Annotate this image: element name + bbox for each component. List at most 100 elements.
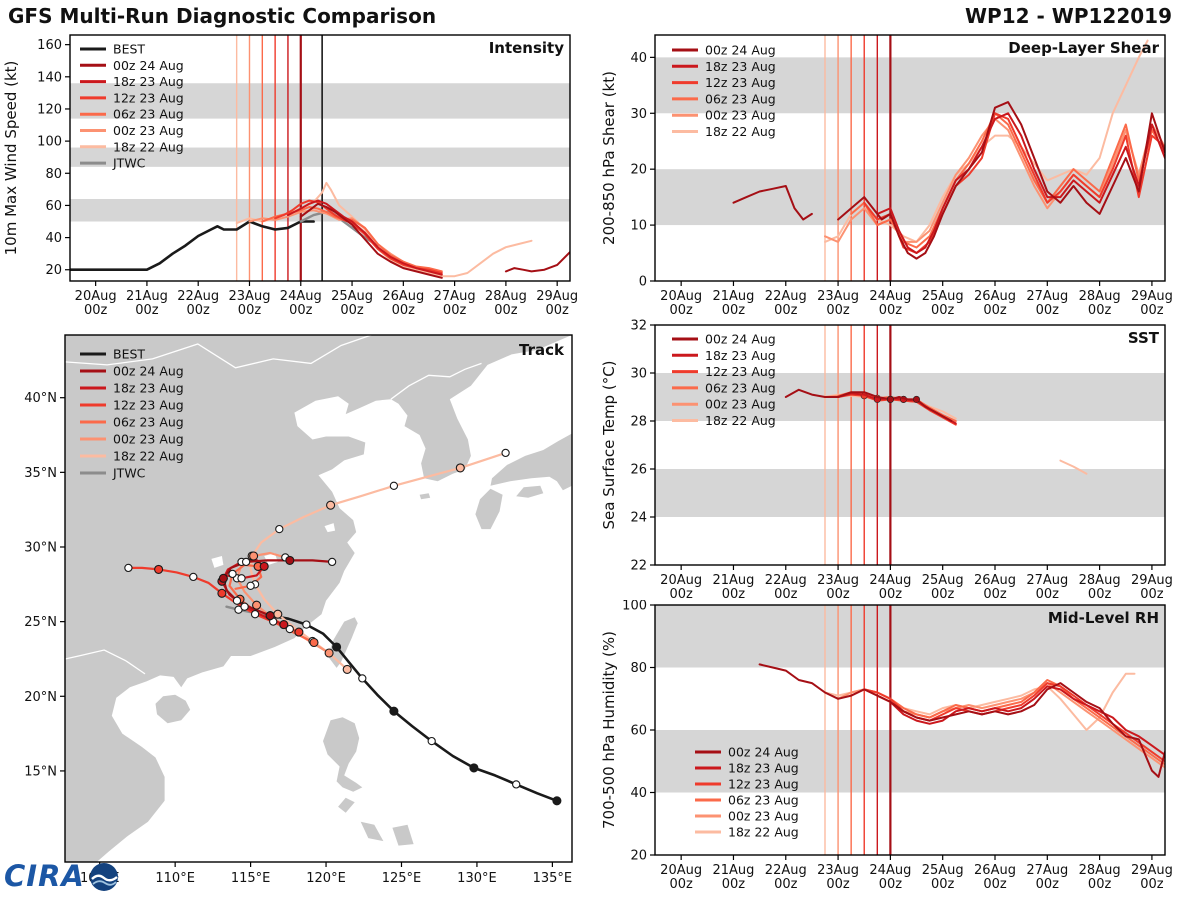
series-line (784, 388, 953, 422)
lat-tick-label: 20°N (24, 690, 57, 705)
page-title: GFS Multi-Run Diagnostic Comparison (8, 4, 437, 28)
x-tick-hour: 00z (1140, 303, 1164, 318)
lat-tick-label: 15°N (24, 764, 57, 779)
track-marker-open (240, 602, 249, 611)
track-marker-open (124, 563, 133, 573)
legend-label: 12z 23 Aug (728, 777, 799, 792)
panel-title: Intensity (489, 39, 565, 57)
series-line (850, 112, 1165, 249)
legend-label: 18z 22 Aug (728, 825, 799, 840)
landmass (475, 488, 503, 530)
landmass (392, 824, 414, 846)
y-tick-label: 20 (45, 263, 62, 278)
legend-label: 00z 23 Aug (728, 809, 799, 824)
track-marker-open (358, 674, 367, 683)
y-axis-label: 10m Max Wind Speed (kt) (2, 61, 20, 256)
landmass (323, 717, 363, 792)
x-tick-hour: 00z (826, 587, 850, 600)
lon-tick-label: 135°E (533, 871, 573, 886)
x-tick-date: 27Aug (1026, 863, 1068, 878)
track-marker-open (237, 574, 246, 583)
y-tick-label: 40 (45, 231, 62, 246)
panel-title: Track (519, 341, 565, 359)
x-tick-date: 20Aug (660, 289, 702, 304)
shear-panel: 01020304020Aug00z21Aug00z22Aug00z23Aug00… (600, 34, 1173, 318)
track-marker-filled (259, 561, 269, 571)
legend-label: 06z 23 Aug (113, 107, 184, 122)
track-marker-filled (326, 500, 336, 510)
panel-title: SST (1128, 329, 1160, 347)
x-tick-hour: 00z (983, 877, 1007, 892)
x-tick-date: 29Aug (1131, 289, 1173, 304)
x-tick-hour: 00z (135, 303, 159, 318)
track-marker-open (302, 620, 311, 629)
legend-label: 00z 23 Aug (705, 397, 776, 412)
x-tick-hour: 00z (1036, 877, 1060, 892)
y-tick-label: 22 (630, 559, 647, 574)
legend-label: 18z 22 Aug (113, 139, 184, 154)
shaded-band (70, 83, 570, 119)
lat-tick-label: 30°N (24, 540, 57, 555)
cira-logo-text: CIRA (4, 859, 85, 893)
series-line (70, 220, 315, 272)
legend-label: 00z 24 Aug (705, 43, 776, 58)
track-marker-open (285, 624, 294, 634)
x-tick-hour: 00z (931, 877, 955, 892)
x-tick-hour: 00z (669, 303, 693, 318)
x-tick-hour: 00z (722, 587, 746, 600)
x-tick-date: 26Aug (974, 863, 1016, 878)
lon-tick-label: 130°E (457, 871, 497, 886)
track-marker-filled (218, 573, 228, 583)
track-marker-open (232, 596, 242, 605)
axes-frame (64, 334, 573, 863)
y-tick-label: 30 (630, 367, 647, 382)
intensity-panel: 2040608010012014016020Aug00z21Aug00z22Au… (2, 34, 578, 318)
legend-label: 18z 22 Aug (705, 124, 776, 139)
x-tick-hour: 00z (669, 877, 693, 892)
y-tick-label: 10 (630, 219, 647, 234)
legend-label: 18z 23 Aug (728, 761, 799, 776)
panel-title: Deep-Layer Shear (1008, 39, 1159, 57)
x-tick-hour: 00z (1036, 587, 1060, 600)
shaded-band (655, 57, 1165, 114)
legend-label: 00z 23 Aug (113, 432, 184, 447)
x-tick-date: 23Aug (229, 289, 271, 304)
y-tick-label: 20 (630, 849, 647, 864)
lon-tick-label: 110°E (155, 871, 195, 886)
x-tick-date: 24Aug (869, 863, 911, 878)
series-line (286, 199, 443, 276)
track-marker-open (189, 572, 198, 582)
track-marker-open (228, 569, 237, 579)
legend-label: 00z 24 Aug (113, 364, 184, 379)
x-tick-hour: 00z (722, 303, 746, 318)
x-tick-hour: 00z (774, 587, 798, 600)
x-tick-hour: 00z (1140, 587, 1164, 600)
y-tick-label: 32 (630, 319, 647, 334)
track-marker-filled (285, 555, 295, 565)
data-dot (912, 395, 920, 403)
track-marker-filled (273, 609, 283, 619)
y-tick-label: 40 (630, 51, 647, 66)
track-marker-open (501, 448, 510, 458)
legend-label: 18z 23 Aug (113, 381, 184, 396)
x-tick-hour: 00z (1088, 303, 1112, 318)
x-tick-date: 23Aug (817, 289, 859, 304)
y-tick-label: 28 (630, 415, 647, 430)
x-tick-hour: 00z (84, 303, 108, 318)
track-marker-filled (455, 463, 465, 473)
legend-label: 18z 22 Aug (113, 449, 184, 464)
axes-frame (69, 34, 571, 282)
emblem-wave-1 (91, 874, 118, 882)
legend-label: BEST (113, 42, 145, 57)
x-tick-date: 25Aug (331, 289, 373, 304)
sst-panel: 22242628303220Aug00z21Aug00z22Aug00z23Au… (600, 319, 1173, 601)
x-tick-date: 28Aug (1079, 289, 1121, 304)
track-marker-filled (324, 648, 334, 658)
series-line (837, 393, 957, 426)
series-line (732, 185, 813, 221)
x-tick-hour: 00z (826, 303, 850, 318)
landmass (155, 694, 191, 724)
legend-label: 06z 23 Aug (705, 91, 776, 106)
track-marker-filled (389, 706, 399, 716)
legend-label: 06z 23 Aug (728, 793, 799, 808)
